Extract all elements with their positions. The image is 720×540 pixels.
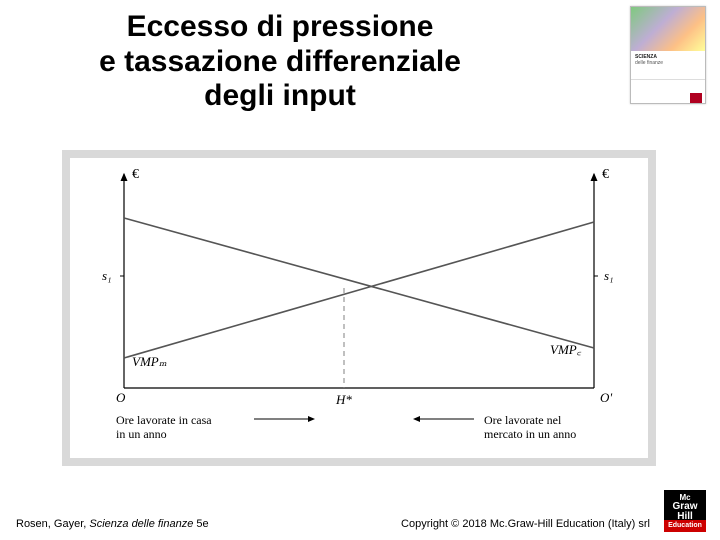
citation-edition: 5e: [196, 518, 208, 530]
title-text: Eccesso di pressionee tassazione differe…: [99, 10, 461, 112]
svg-text:Ore lavorate in casa: Ore lavorate in casa: [116, 413, 212, 427]
book-cover-art: [631, 7, 705, 51]
svg-text:€: €: [602, 167, 609, 182]
book-cover-title: SCIENZA delle finanze: [631, 51, 705, 79]
svg-text:VMPₘ: VMPₘ: [132, 354, 167, 369]
svg-text:mercato in un anno: mercato in un anno: [484, 427, 576, 441]
svg-text:s₁: s₁: [102, 268, 112, 283]
citation-authors: Rosen, Gayer,: [16, 518, 89, 530]
svg-text:€: €: [132, 167, 139, 182]
book-cover-thumbnail: SCIENZA delle finanze: [630, 6, 706, 104]
svg-text:O: O: [116, 390, 126, 405]
book-cover-footer: [631, 79, 705, 106]
svg-text:VMP꜀: VMP꜀: [550, 342, 582, 357]
svg-text:O': O': [600, 390, 612, 405]
footer-citation: Rosen, Gayer, Scienza delle finanze 5e: [16, 518, 209, 530]
footer: Rosen, Gayer, Scienza delle finanze 5e C…: [16, 518, 704, 530]
slide-title: Eccesso di pressionee tassazione differe…: [0, 10, 560, 114]
citation-book-title: Scienza delle finanze: [89, 518, 196, 530]
book-cover-title-line2: delle finanze: [635, 60, 701, 66]
svg-text:H*: H*: [335, 392, 352, 407]
figure-frame: € € s₁ s₁ O O' H* VMPₘ VMP꜀ Ore lavorate in casai…: [62, 150, 656, 466]
svg-text:Ore lavorate nel: Ore lavorate nel: [484, 413, 562, 427]
economics-diagram: € € s₁ s₁ O O' H* VMPₘ VMP꜀ Ore lavorate in casai…: [70, 158, 648, 458]
footer-copyright: Copyright © 2018 Mc.Graw-Hill Education …: [401, 518, 650, 530]
logo-education: Education: [664, 520, 706, 532]
svg-text:in un anno: in un anno: [116, 427, 167, 441]
mcgraw-hill-logo: Mc Graw Hill Education: [664, 490, 706, 532]
svg-text:s₁: s₁: [604, 268, 614, 283]
